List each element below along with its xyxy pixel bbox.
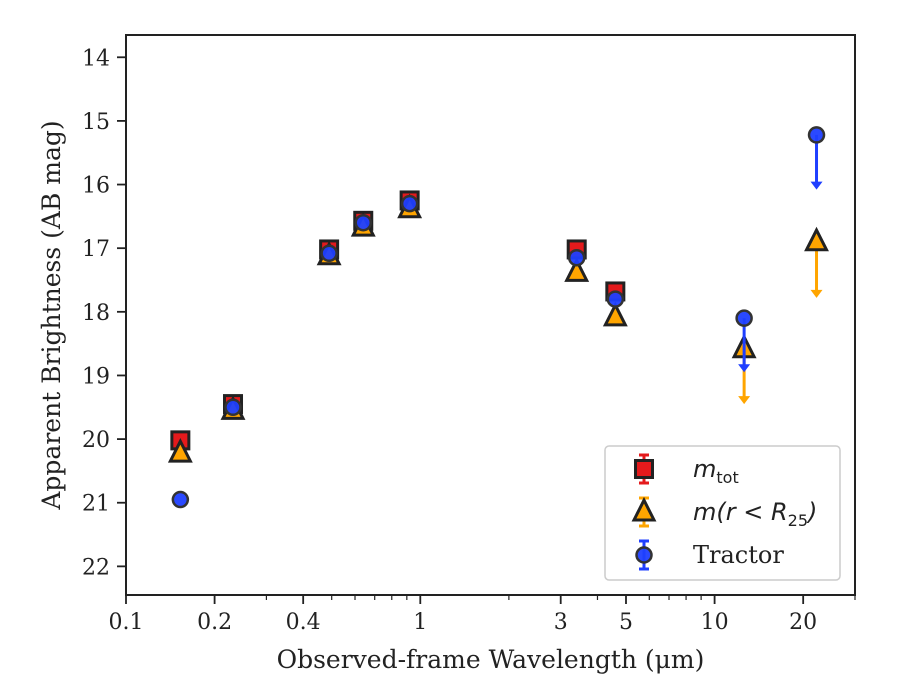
upper-limit-arrow-1-8-head [810, 289, 823, 298]
plot-area [167, 126, 829, 509]
data-point-circle-0 [171, 490, 190, 509]
y-tick-label: 17 [82, 237, 110, 262]
y-tick-label: 14 [82, 46, 110, 71]
data-point-circle-3 [354, 213, 373, 232]
legend-label-circle: Tractor [693, 541, 784, 569]
legend-marker-triangle [631, 496, 657, 522]
x-tick-label: 3 [554, 610, 568, 635]
data-point-circle-5 [567, 248, 586, 267]
data-point-circle-8 [807, 126, 826, 144]
y-tick-label: 18 [82, 301, 110, 326]
data-point-circle-4 [400, 194, 419, 213]
x-tick-label: 5 [619, 610, 633, 635]
legend-box [604, 445, 841, 581]
data-point-circle-6 [606, 290, 625, 308]
legend-label-square: mtot [693, 455, 739, 487]
x-tick-label: 0.1 [109, 610, 144, 635]
data-point-triangle-0 [167, 437, 193, 463]
legend-marker-square [634, 459, 654, 479]
x-tick-label: 20 [789, 610, 817, 635]
x-tick-label: 10 [701, 610, 729, 635]
y-axis-title: Apparent Brightness (AB mag) [37, 120, 66, 510]
data-point-circle-1 [224, 398, 242, 417]
plot-frame [125, 34, 856, 596]
x-axis-title: Observed-frame Wavelength (μm) [277, 645, 705, 674]
data-point-circle-2 [320, 244, 338, 263]
x-tick-label: 1 [413, 610, 427, 635]
x-tick-label: 0.4 [286, 610, 321, 635]
data-point-triangle-8 [804, 226, 829, 252]
upper-limit-arrow-1-7-head [738, 396, 751, 405]
x-tick-label: 0.2 [197, 610, 232, 635]
axes: 0.1 0.2 0.4 1 3 5 10 20 14 15 16 17 18 19 20 21 22 Observ… [37, 34, 856, 674]
upper-limit-arrow-2-7-head [738, 364, 751, 373]
legend-label-triangle: m(r < R25) [693, 498, 817, 530]
data-point-triangle-5 [564, 257, 590, 282]
series-triangle [167, 193, 829, 463]
y-tick-label: 15 [82, 110, 110, 135]
series-circle [171, 126, 826, 509]
y-tick-label: 20 [82, 428, 110, 453]
y-tick-label: 22 [82, 555, 110, 580]
upper-limit-arrow-2-8-head [810, 181, 823, 190]
legend: mtot m(r < R25) Tractor [604, 445, 841, 581]
y-tick-label: 16 [82, 174, 110, 199]
data-point-triangle-6 [602, 301, 628, 327]
y-tick-label: 21 [82, 492, 110, 517]
data-point-circle-7 [735, 309, 753, 327]
legend-marker-circle [635, 546, 653, 564]
y-tick-label: 19 [82, 364, 110, 389]
